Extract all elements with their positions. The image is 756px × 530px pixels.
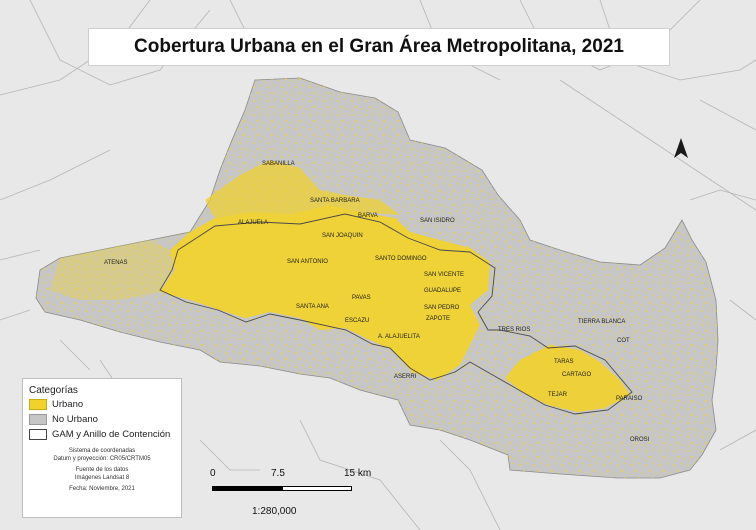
place-label-santa-ana: SANTA ANA bbox=[296, 304, 329, 310]
place-label-pavas: PAVAS bbox=[352, 295, 371, 301]
gam-ring-outline bbox=[159, 213, 633, 415]
place-label-aserri: ASERRI bbox=[394, 374, 417, 380]
scale-tick-2: 15 km bbox=[344, 468, 372, 479]
legend-item-gam: GAM y Anillo de Contención bbox=[29, 429, 175, 440]
scale-ratio: 1:280,000 bbox=[252, 506, 297, 517]
place-label-san-antonio: SAN ANTONIO bbox=[287, 259, 328, 265]
place-label-tres-rios: TRES RIOS bbox=[498, 327, 530, 333]
place-label-cot: COT bbox=[617, 338, 630, 344]
source-title: Fuente de los datos bbox=[75, 467, 129, 473]
source-value: Imágenes Landsat 8 bbox=[74, 474, 130, 481]
place-label-san-joaquin: SAN JOAQUIN bbox=[322, 233, 363, 239]
legend-swatch-urbano bbox=[29, 399, 47, 410]
legend-swatch-gam bbox=[29, 429, 47, 440]
legend-item-no-urbano: No Urbano bbox=[29, 414, 175, 425]
place-label-sabanilla: SABANILLA bbox=[262, 161, 295, 167]
place-label-zapote: ZAPOTE bbox=[426, 316, 450, 322]
place-label-barva: BARVA bbox=[358, 213, 378, 219]
place-label-cartago: CARTAGO bbox=[562, 372, 591, 378]
scale-tick-0: 0 bbox=[210, 468, 216, 479]
legend-title: Categorías bbox=[29, 385, 78, 396]
map-title: Cobertura Urbana en el Gran Área Metropo… bbox=[134, 36, 624, 57]
urban-cartago bbox=[505, 345, 630, 412]
scale-segment-2 bbox=[282, 486, 352, 491]
place-label-santa-barbara: SANTA BARBARA bbox=[310, 198, 360, 204]
place-label-san-pedro: SAN PEDRO bbox=[424, 305, 460, 311]
urban-atenas bbox=[50, 240, 175, 300]
place-label-a-alajuelita: A. ALAJUELITA bbox=[378, 334, 420, 340]
place-label-guadalupe: GUADALUPE bbox=[424, 288, 461, 294]
scale-tick-1: 7.5 bbox=[271, 468, 285, 479]
place-label-escazu: ESCAZU bbox=[345, 318, 369, 324]
urban-alajuela bbox=[205, 160, 400, 218]
map-title-box: Cobertura Urbana en el Gran Área Metropo… bbox=[88, 28, 670, 66]
place-label-taras: TARAS bbox=[554, 359, 574, 365]
place-label-tejar: TEJAR bbox=[548, 392, 568, 398]
crs-value: Datum y proyección: CR05/CRTM05 bbox=[53, 455, 151, 462]
legend-item-urbano: Urbano bbox=[29, 399, 175, 410]
scale-segment-1 bbox=[212, 486, 282, 491]
place-label-alajuela: ALAJUELA bbox=[238, 220, 268, 226]
place-label-santo-domingo: SANTO DOMINGO bbox=[375, 256, 427, 262]
crs-title: Sistema de coordenadas bbox=[68, 448, 136, 454]
map-date: Fecha: Noviembre, 2021 bbox=[69, 486, 135, 492]
urban-core bbox=[160, 205, 490, 380]
place-label-orosi: OROSI bbox=[630, 437, 650, 443]
place-label-paraiso: PARAISO bbox=[616, 396, 643, 402]
north-arrow-icon bbox=[674, 138, 688, 158]
place-label-tierra-blanca: TIERRA BLANCA bbox=[578, 319, 625, 325]
scale-bar: 0 7.5 15 km 1:280,000 bbox=[208, 468, 378, 524]
place-label-san-isidro: SAN ISIDRO bbox=[420, 218, 455, 224]
legend-label-urbano: Urbano bbox=[52, 399, 84, 410]
legend-label-no-urbano: No Urbano bbox=[52, 414, 98, 425]
place-label-atenas: ATENAS bbox=[104, 260, 128, 266]
legend-swatch-no-urbano bbox=[29, 414, 47, 425]
place-labels: SABANILLA SANTA BARBARA ALAJUELA BARVA SAN I… bbox=[104, 161, 650, 443]
place-label-san-vicente: SAN VICENTE bbox=[424, 272, 464, 278]
legend-label-gam: GAM y Anillo de Contención bbox=[52, 429, 171, 440]
legend: Categorías Urbano No Urbano GAM y Anillo… bbox=[22, 378, 182, 518]
